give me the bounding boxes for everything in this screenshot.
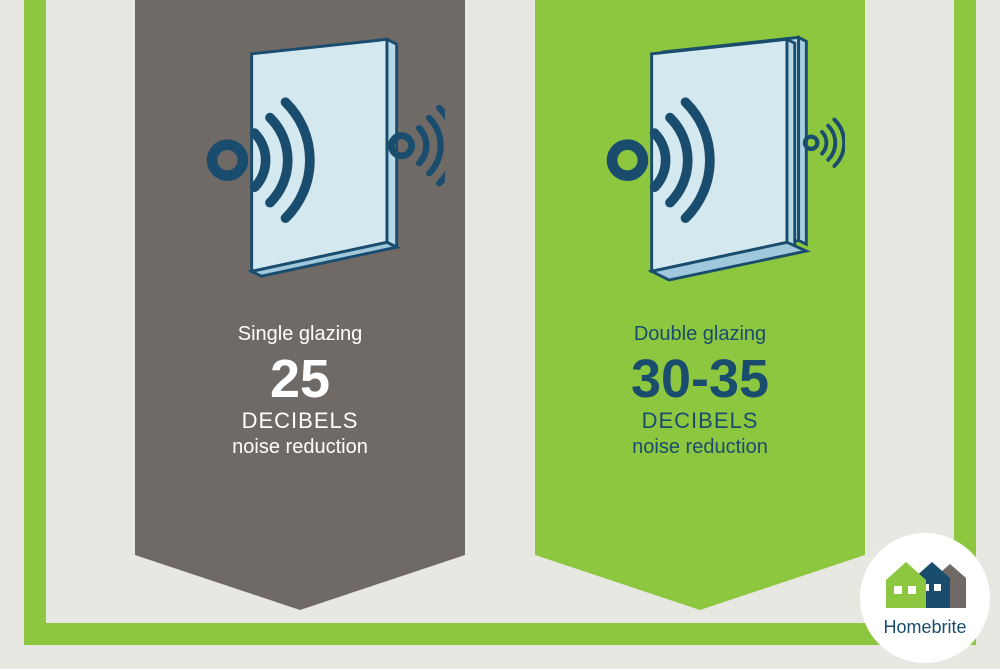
single-glazing-banner: Single glazing 25 DECIBELS noise reducti… [135, 0, 465, 610]
brand-name: Homebrite [883, 617, 966, 638]
double-glazing-illustration [555, 30, 845, 300]
panel-title: Single glazing [155, 323, 445, 346]
double-glazing-banner: Double glazing 30-35 DECIBELS noise redu… [535, 0, 865, 610]
house-front [886, 562, 926, 608]
glass-pane-front [652, 39, 807, 280]
banner-body: Double glazing 30-35 DECIBELS noise redu… [535, 0, 865, 555]
panel-unit: DECIBELS [155, 408, 445, 434]
banner-tip [135, 555, 465, 610]
sound-out-icon [805, 120, 844, 166]
panel-value: 25 [155, 352, 445, 406]
panel-subtitle: noise reduction [555, 436, 845, 459]
glass-pane [252, 39, 397, 276]
house-icon [880, 558, 970, 613]
banner-row: Single glazing 25 DECIBELS noise reducti… [0, 0, 1000, 610]
single-glazing-illustration [155, 30, 445, 300]
banner-tip [535, 555, 865, 610]
sound-out-icon [391, 108, 445, 183]
panel-title: Double glazing [555, 323, 845, 346]
brand-logo: Homebrite [860, 533, 990, 663]
panel-value: 30-35 [555, 352, 845, 406]
banner-body: Single glazing 25 DECIBELS noise reducti… [135, 0, 465, 555]
panel-unit: DECIBELS [555, 408, 845, 434]
panel-subtitle: noise reduction [155, 436, 445, 459]
